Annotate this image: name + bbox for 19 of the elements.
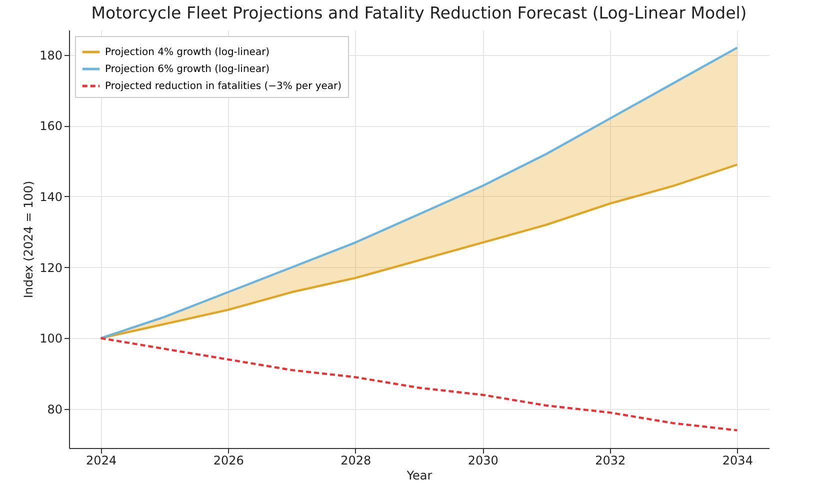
- x-tick-label: 2028: [340, 454, 372, 468]
- y-tick-label: 80: [47, 402, 62, 417]
- y-tick-label: 100: [40, 332, 62, 346]
- y-axis-title: Index (2024 = 100): [22, 180, 36, 298]
- y-tick-label: 140: [40, 190, 62, 204]
- x-tick-label: 2026: [213, 454, 244, 468]
- legend-label: Projection 4% growth (log-linear): [105, 47, 270, 58]
- y-tick-label: 120: [40, 260, 62, 275]
- legend-label: Projected reduction in fatalities (−3% per year): [105, 81, 342, 92]
- x-tick-label: 2030: [468, 454, 498, 468]
- x-axis-title: Year: [406, 468, 432, 482]
- chart-title: Motorcycle Fleet Projections and Fatality Reduction Forecast (Log-Linear Model): [91, 4, 747, 22]
- line-series: [100, 337, 738, 432]
- y-tick-label: 160: [40, 119, 62, 134]
- x-tick-label: 2032: [595, 454, 626, 468]
- legend-label: Projection 6% growth (log-linear): [105, 64, 270, 75]
- x-tick-label: 2024: [86, 454, 117, 468]
- x-tick-label: 2034: [722, 454, 753, 468]
- y-tick-label: 180: [40, 48, 62, 62]
